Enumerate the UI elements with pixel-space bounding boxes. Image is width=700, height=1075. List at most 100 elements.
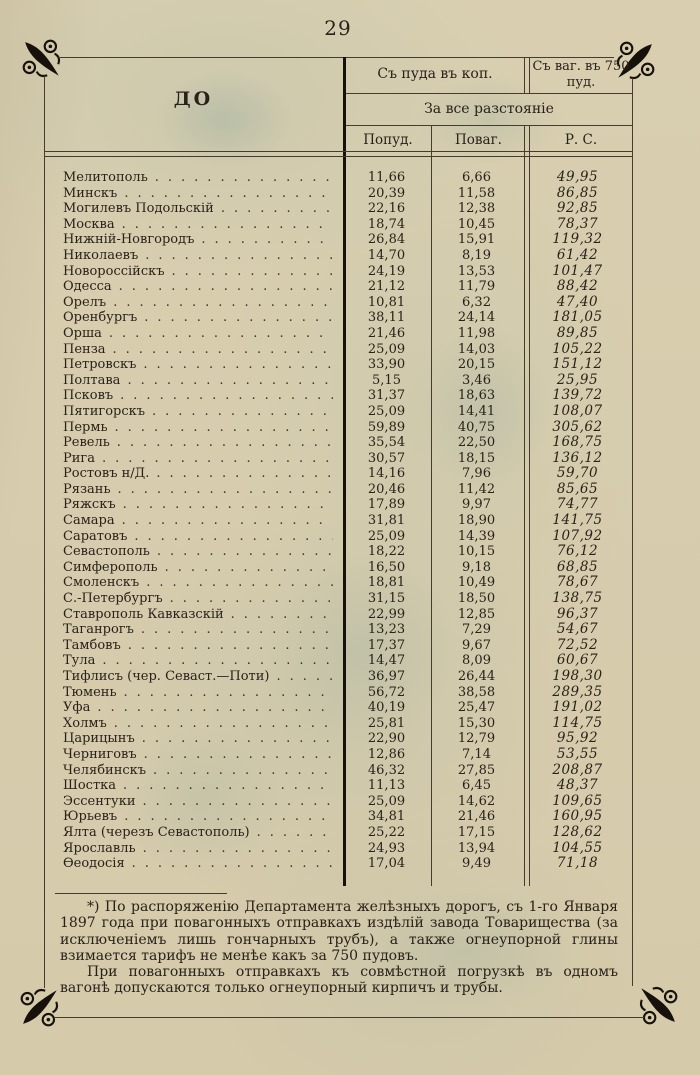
povag-value: 18,90	[457, 513, 496, 529]
povag-value: 38,58	[457, 684, 496, 700]
destination-name: Таганрогъ	[63, 622, 134, 638]
popud-value: 17,89	[367, 497, 406, 513]
dot-leader	[124, 685, 333, 701]
rs-value: 54,67	[556, 621, 599, 638]
destination-cell: Москва	[44, 217, 343, 233]
table-row: Николаевъ 14,70 8,19 61,42	[44, 247, 632, 264]
rs-value: 289,35	[552, 683, 603, 700]
popud-value: 38,11	[367, 310, 406, 326]
rs-value: 104,55	[552, 839, 603, 856]
table-row: Таганрогъ 13,23 7,29 54,67	[44, 622, 632, 638]
column-header-rs: Р. С.	[564, 132, 598, 148]
dot-leader	[152, 404, 333, 420]
destination-cell: С.-Петербургъ	[44, 591, 343, 607]
dot-leader	[144, 747, 333, 763]
table-row: Черниговъ 12,86 7,14 53,55	[44, 746, 632, 763]
dot-leader	[97, 700, 333, 716]
destination-cell: Ялта (черезъ Севастополь)	[44, 825, 343, 841]
povag-value: 11,42	[457, 481, 496, 497]
destination-cell: Новороссійскъ	[44, 264, 343, 280]
popud-value: 31,37	[367, 388, 406, 404]
destination-cell: Полтава	[44, 373, 343, 389]
povag-value: 20,15	[457, 357, 496, 373]
destination-name: Ряжскъ	[63, 497, 116, 513]
rs-value: 138,75	[552, 590, 603, 607]
destination-name: Орша	[63, 325, 102, 341]
dot-leader	[119, 279, 333, 295]
rs-value: 136,12	[552, 449, 603, 466]
destination-name: Рязань	[63, 481, 111, 497]
destination-name: Ярославль	[63, 840, 136, 856]
destination-cell: Ставрополь Кавказскій	[44, 607, 343, 623]
table-row: Ряжскъ 17,89 9,97 74,77	[44, 497, 632, 513]
table-row: Минскъ 20,39 11,58 86,85	[44, 185, 632, 202]
dot-leader	[109, 326, 333, 342]
table-divider-thick	[343, 57, 346, 886]
povag-value: 6,66	[462, 170, 491, 185]
dot-leader	[141, 622, 333, 638]
table-row: Москва 18,74 10,45 78,37	[44, 216, 632, 233]
dot-leader	[276, 669, 333, 685]
povag-value: 9,97	[462, 497, 491, 513]
table-row: Севастополь 18,22 10,15 76,12	[44, 544, 632, 560]
destination-cell: Пятигорскъ	[44, 404, 343, 420]
destination-cell: Ярославль	[44, 841, 343, 857]
dot-leader	[231, 607, 333, 623]
table-divider-double-top	[524, 57, 530, 93]
dot-leader	[120, 388, 333, 404]
povag-value: 22,50	[457, 435, 496, 451]
table-row: Новороссійскъ 24,19 13,53 101,47	[44, 263, 632, 280]
destination-cell: Таганрогъ	[44, 622, 343, 638]
popud-value: 31,81	[367, 513, 406, 529]
destination-name: Тифлисъ (чер. Севаст.—Поти)	[63, 669, 270, 684]
destination-cell: Тула	[44, 653, 343, 669]
table-divider-double	[524, 126, 530, 886]
page-border-top	[58, 57, 614, 58]
povag-value: 10,15	[457, 544, 496, 560]
page-border-right	[632, 78, 633, 986]
destination-cell: Юрьевъ	[44, 809, 343, 825]
popud-value: 11,66	[367, 170, 406, 185]
dot-leader	[153, 763, 333, 779]
table-row: Пермь 59,89 40,75 305,62	[44, 419, 632, 436]
dot-leader	[124, 186, 333, 202]
popud-value: 14,16	[367, 466, 406, 482]
povag-value: 9,18	[462, 559, 491, 575]
rs-value: 107,92	[552, 527, 603, 544]
popud-value: 14,70	[367, 247, 406, 263]
destination-cell: Одесса	[44, 279, 343, 295]
table-divider-col1	[431, 126, 432, 886]
rs-value: 141,75	[552, 512, 603, 529]
povag-value: 7,29	[462, 622, 491, 638]
rs-value: 59,70	[556, 465, 599, 482]
popud-value: 25,09	[367, 403, 406, 419]
dot-leader	[118, 482, 333, 498]
destination-name: Одесса	[63, 279, 112, 295]
popud-value: 20,39	[367, 185, 406, 201]
table-row: Тамбовъ 17,37 9,67 72,52	[44, 637, 632, 654]
destination-name: Ростовъ н/Д.	[63, 466, 150, 482]
destination-name: Орелъ	[63, 294, 107, 310]
rs-value: 85,65	[556, 480, 599, 497]
table-row: Мелитополь 11,66 6,66 49,95	[44, 169, 632, 186]
popud-value: 25,09	[367, 341, 406, 357]
table-row: Орша 21,46 11,98 89,85	[44, 325, 632, 342]
povag-value: 6,32	[462, 294, 491, 310]
povag-value: 18,15	[457, 450, 496, 466]
destination-cell: Ряжскъ	[44, 497, 343, 513]
page-border-bottom	[54, 1017, 644, 1018]
destination-cell: Тифлисъ (чер. Севаст.—Поти)	[44, 669, 343, 685]
dot-leader	[257, 825, 333, 841]
column-header-povag: Поваг.	[455, 132, 502, 148]
dot-leader	[132, 856, 333, 872]
popud-value: 12,86	[367, 746, 406, 762]
destination-cell: Ростовъ н/Д.	[44, 466, 343, 482]
table-body: Мелитополь 11,66 6,66 49,95 Минскъ 20,39 11,58…	[44, 169, 632, 872]
dot-leader	[122, 217, 333, 233]
table-row: Холмъ 25,81 15,30 114,75	[44, 715, 632, 732]
popud-value: 34,81	[367, 809, 406, 825]
destination-cell: Шостка	[44, 778, 343, 794]
povag-value: 10,45	[457, 216, 496, 232]
povag-value: 9,49	[462, 856, 491, 872]
